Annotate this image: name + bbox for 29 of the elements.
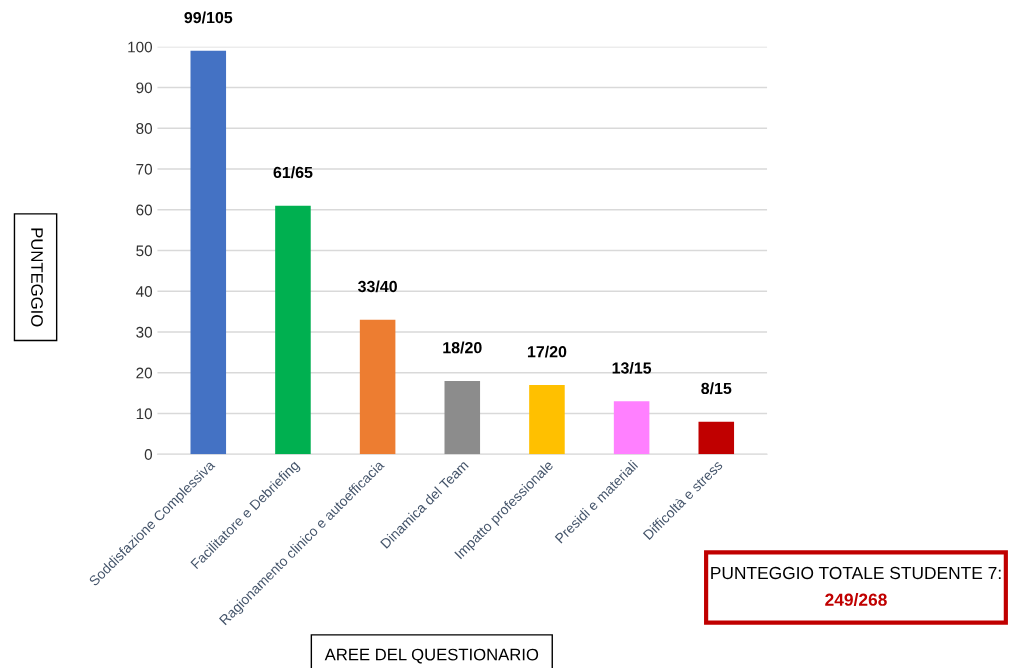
y-tick-label: 70 [136,163,153,175]
data-label: 8/15 [701,382,732,395]
y-tick-label: 0 [144,449,153,460]
bar [613,401,650,455]
data-label: 61/65 [273,166,313,179]
y-tick-label: 40 [135,286,153,297]
bar [698,421,735,455]
y-tick-label: 100 [128,41,153,53]
text: 249/268 [825,593,887,607]
bar [275,205,311,455]
data-label: 99/105 [184,11,233,24]
data-label: 18/20 [443,341,482,354]
y-tick-label: 60 [136,204,153,216]
data-label: 17/20 [527,345,567,358]
y-tick-label: 90 [136,82,153,94]
data-label: 13/15 [612,361,652,374]
bar [529,384,565,455]
data-label: 33/40 [358,280,397,293]
bar [444,380,481,455]
bar [359,319,396,455]
y-tick-label: 30 [136,326,153,338]
y-axis-title: PUNTEGGIO [31,228,43,327]
y-tick-label: 20 [136,367,153,379]
y-tick-label: 80 [136,123,153,134]
x-axis-title: AREE DEL QUESTIONARIO [324,648,539,664]
y-tick-label: 50 [136,245,153,257]
y-tick-label: 10 [136,408,153,420]
bar [190,50,227,455]
text: PUNTEGGIO TOTALE STUDENTE 7: [711,566,1001,580]
